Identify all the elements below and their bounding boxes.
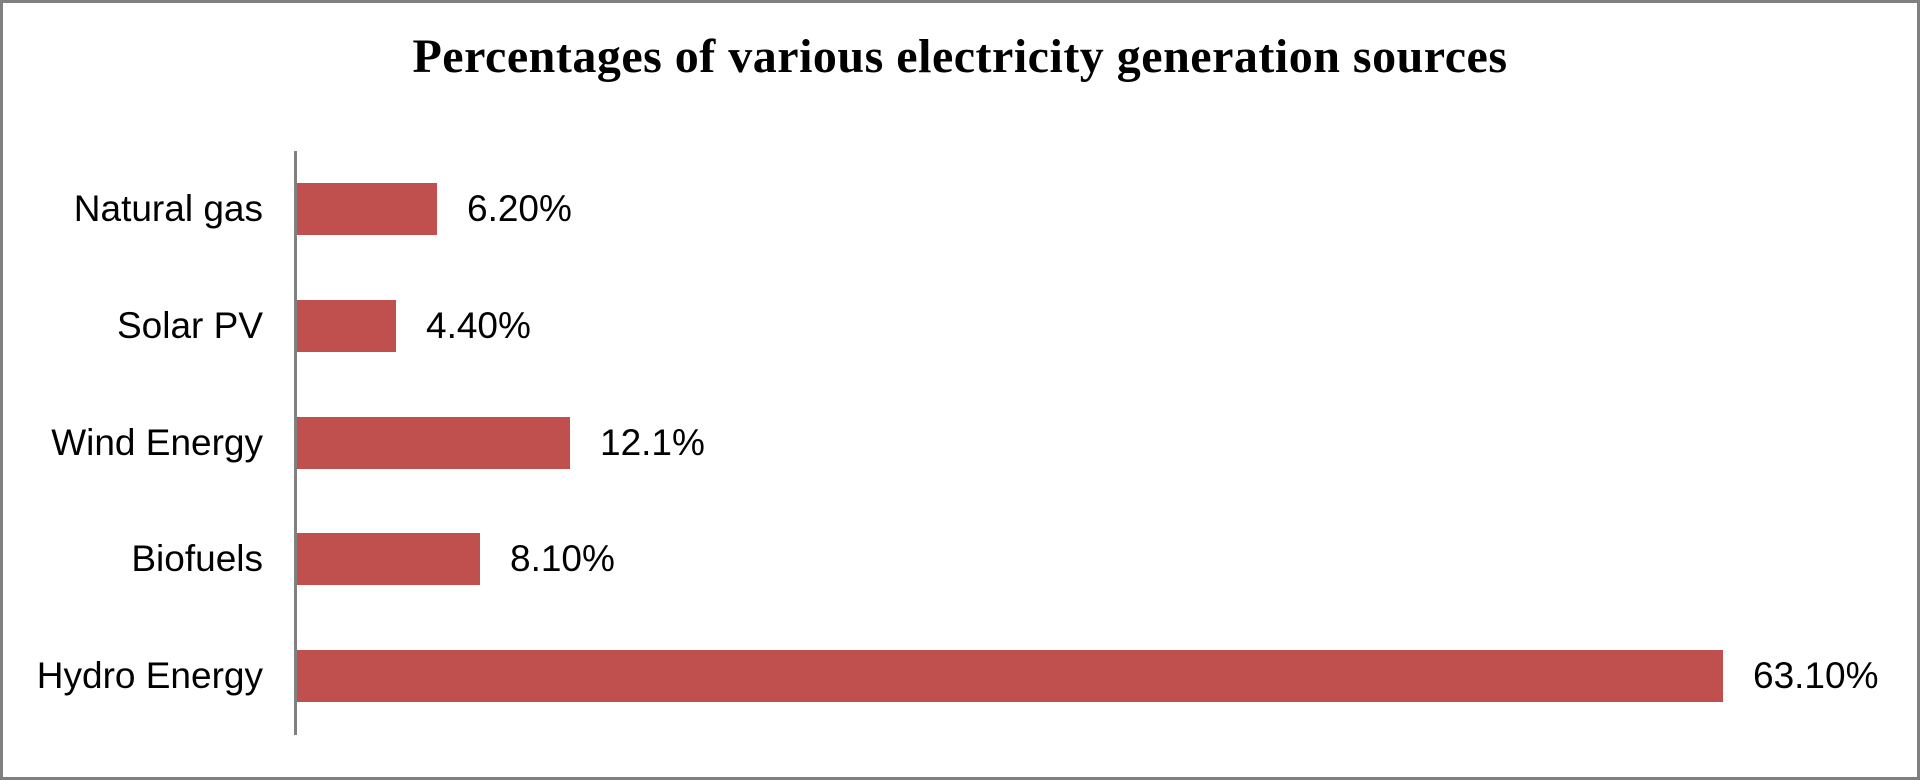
chart-title: Percentages of various electricity gener… [412,30,1508,83]
bar-row-biofuels: Biofuels 8.10% [3,501,1917,617]
value-label-solar-pv: 4.40% [426,304,531,346]
value-label-biofuels: 8.10% [510,538,615,580]
category-label-hydro-energy: Hydro Energy [36,655,263,697]
category-axis-line [294,151,297,735]
value-label-wind-energy: 12.1% [600,421,705,463]
category-label-solar-pv: Solar PV [116,304,263,346]
category-label-natural-gas: Natural gas [73,188,263,229]
bar-row-natural-gas: Natural gas 6.20% [3,151,1917,267]
bar-natural-gas [297,183,437,235]
category-label-biofuels: Biofuels [131,538,263,580]
bar-biofuels [297,533,480,586]
bar-solar-pv [297,299,396,352]
bar-hydro-energy [297,650,1723,703]
bar-row-wind-energy: Wind Energy 12.1% [3,385,1917,501]
bar-chart: Natural gas 6.20% Solar PV 4.40% Wind Energy… [3,151,1917,735]
value-label-natural-gas: 6.20% [467,188,572,229]
bar-row-solar-pv: Solar PV 4.40% [3,268,1917,384]
bar-row-hydro-energy: Hydro Energy 63.10% [3,618,1917,734]
category-label-wind-energy: Wind Energy [51,421,263,463]
bar-wind-energy [297,416,570,469]
value-label-hydro-energy: 63.10% [1753,655,1879,697]
